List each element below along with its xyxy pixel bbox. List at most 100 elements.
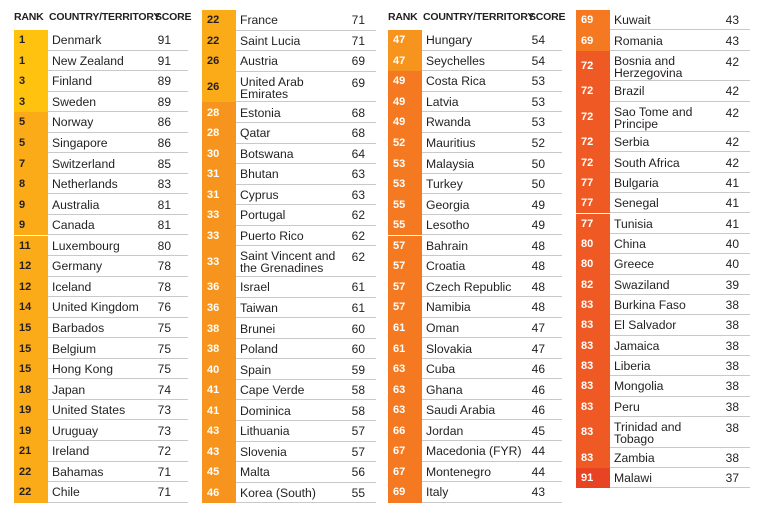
- table-row: 82 Swaziland 39: [576, 274, 750, 295]
- table-row: 83 Peru 38: [576, 396, 750, 417]
- table-row: 15 Hong Kong 75: [14, 358, 188, 380]
- table-row: 63 Ghana 46: [388, 379, 562, 400]
- score-value: 58: [351, 383, 365, 398]
- country-name: Romania: [614, 33, 663, 48]
- row-divider: [48, 193, 188, 195]
- score-value: 42: [725, 54, 739, 69]
- row-divider: [610, 151, 750, 153]
- table-row: 31 Bhutan 63: [202, 164, 376, 185]
- country-name: El Salvador: [614, 318, 677, 333]
- country-name: Belgium: [52, 341, 97, 356]
- country-name: Zambia: [614, 450, 655, 465]
- row-divider: [48, 213, 188, 215]
- row-divider: [422, 337, 562, 339]
- rank-cell: 83: [576, 294, 610, 316]
- row-divider: [48, 337, 188, 339]
- country-name: Montenegro: [426, 464, 492, 479]
- row-divider: [610, 415, 750, 417]
- rank-cell: 9: [14, 194, 48, 215]
- rank-cell: 69: [576, 30, 610, 51]
- score-value: 42: [725, 84, 739, 99]
- score-value: 38: [725, 450, 739, 465]
- table-row: 43 Slovenia 57: [202, 441, 376, 463]
- row-divider: [236, 29, 376, 31]
- row-divider: [48, 49, 188, 51]
- score-value: 57: [351, 444, 365, 459]
- header-country: COUNTRY/TERRITORY: [423, 11, 535, 23]
- table-row: 41 Dominica 58: [202, 400, 376, 421]
- country-name: Rwanda: [426, 115, 471, 130]
- country-name: Cuba: [426, 362, 456, 377]
- table-row: 18 Japan 74: [14, 379, 188, 400]
- rank-cell: 49: [388, 71, 422, 92]
- table-row: 77 Bulgaria 41: [576, 172, 750, 194]
- rank-cell: 11: [14, 235, 48, 257]
- score-value: 71: [351, 33, 365, 48]
- table-row: 83 El Salvador 38: [576, 315, 750, 336]
- rank-cell: 12: [14, 276, 48, 298]
- score-value: 58: [351, 403, 365, 418]
- country-name: South Africa: [614, 155, 680, 170]
- score-value: 38: [725, 421, 739, 435]
- score-value: 63: [351, 187, 365, 202]
- row-divider: [236, 70, 376, 72]
- country-name: Qatar: [240, 126, 271, 141]
- row-divider: [236, 142, 376, 144]
- score-value: 78: [157, 279, 171, 294]
- row-divider: [48, 90, 188, 92]
- row-divider: [422, 152, 562, 154]
- table-row: 26 United Arab Emirates 69: [202, 71, 376, 103]
- country-name: Macedonia (FYR): [426, 444, 522, 459]
- table-row: 72 Brazil 42: [576, 81, 750, 102]
- row-divider: [422, 49, 562, 51]
- table-row: 49 Rwanda 53: [388, 112, 562, 133]
- row-divider: [610, 49, 750, 51]
- score-value: 52: [531, 136, 545, 151]
- score-value: 47: [531, 341, 545, 356]
- rank-cell: 83: [576, 396, 610, 417]
- country-name: United Kingdom: [52, 300, 139, 315]
- row-divider: [48, 419, 188, 421]
- rank-cell: 83: [576, 447, 610, 468]
- score-value: 69: [351, 75, 365, 90]
- score-value: 53: [531, 94, 545, 109]
- rank-cell: 66: [388, 420, 422, 441]
- country-name: Spain: [240, 362, 272, 377]
- table-row: 49 Costa Rica 53: [388, 71, 562, 92]
- rank-cell: 7: [14, 153, 48, 174]
- rank-cell: 28: [202, 102, 236, 124]
- country-name: Bhutan: [240, 167, 279, 182]
- country-name: Czech Republic: [426, 279, 512, 294]
- rank-cell: 1: [14, 30, 48, 51]
- country-name: Brazil: [614, 84, 645, 99]
- table-row: 14 United Kingdom 76: [14, 297, 188, 318]
- row-divider: [610, 466, 750, 468]
- rank-cell: 22: [202, 30, 236, 52]
- row-divider: [236, 317, 376, 319]
- rank-cell: 46: [202, 482, 236, 504]
- score-value: 78: [157, 259, 171, 274]
- score-value: 43: [531, 485, 545, 500]
- table-row: 21 Ireland 72: [14, 441, 188, 462]
- country-name: Jamaica: [614, 338, 660, 353]
- rank-cell: 72: [576, 50, 610, 82]
- row-divider: [236, 101, 376, 103]
- table-row: 77 Tunisia 41: [576, 213, 750, 234]
- table-row: 9 Canada 81: [14, 214, 188, 236]
- rank-cell: 82: [576, 274, 610, 295]
- score-value: 47: [531, 320, 545, 335]
- row-divider: [236, 276, 376, 278]
- rank-cell: 53: [388, 173, 422, 195]
- row-divider: [48, 501, 188, 503]
- rank-cell: 72: [576, 132, 610, 153]
- row-divider: [610, 487, 750, 489]
- score-value: 83: [157, 177, 171, 192]
- rank-cell: 49: [388, 112, 422, 133]
- table-row: 67 Montenegro 44: [388, 461, 562, 483]
- country-name: Trinidad and Tobago: [614, 420, 682, 446]
- score-value: 86: [157, 115, 171, 130]
- table-row: 77 Senegal 41: [576, 193, 750, 214]
- score-value: 63: [351, 167, 365, 182]
- score-value: 62: [351, 250, 365, 265]
- score-value: 48: [531, 238, 545, 253]
